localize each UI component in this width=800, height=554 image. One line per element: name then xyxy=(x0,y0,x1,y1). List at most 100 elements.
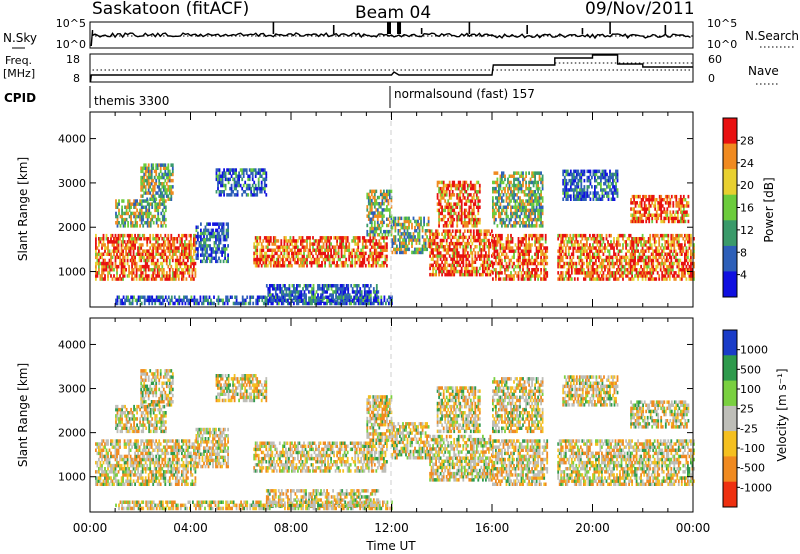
heatmap-cell xyxy=(496,183,499,188)
heatmap-cell xyxy=(590,258,593,263)
heatmap-cell xyxy=(642,213,644,217)
heatmap-cell xyxy=(164,178,167,183)
heatmap-cell xyxy=(529,202,532,206)
heatmap-cell xyxy=(361,260,364,265)
heatmap-cell xyxy=(256,254,259,259)
heatmap-cell xyxy=(634,201,637,205)
heatmap-cell xyxy=(146,243,149,247)
heatmap-cell xyxy=(366,233,369,237)
heatmap-cell xyxy=(523,252,526,256)
heatmap-cell xyxy=(445,202,448,206)
heatmap-cell xyxy=(376,226,379,231)
heatmap-cell xyxy=(408,235,410,239)
heatmap-cell xyxy=(400,250,403,255)
heatmap-cell xyxy=(345,239,348,243)
heatmap-cell xyxy=(158,202,161,206)
heatmap-cell xyxy=(381,217,384,221)
heatmap-cell xyxy=(318,245,320,249)
heatmap-cell xyxy=(115,202,117,206)
heatmap-cell xyxy=(147,237,150,241)
heatmap-cell xyxy=(534,237,536,241)
heatmap-cell xyxy=(113,274,115,278)
heatmap-cell xyxy=(501,190,503,194)
heatmap-cell xyxy=(125,249,127,253)
heatmap-cell xyxy=(590,255,593,260)
heatmap-cell xyxy=(139,202,141,206)
heatmap-cell xyxy=(212,256,214,260)
heatmap-cell xyxy=(335,290,337,294)
heatmap-cell xyxy=(171,185,174,189)
heatmap-cell xyxy=(319,245,322,249)
heatmap-cell xyxy=(161,271,164,275)
heatmap-cell xyxy=(652,249,655,253)
heatmap-cell xyxy=(647,237,650,241)
heatmap-cell xyxy=(400,222,403,227)
heatmap-cell xyxy=(135,261,138,266)
heatmap-cell xyxy=(575,264,578,269)
heatmap-cell xyxy=(409,235,412,239)
heatmap-cell xyxy=(216,222,219,226)
heatmap-cell xyxy=(495,255,497,260)
heatmap-cell xyxy=(477,205,480,209)
heatmap-cell xyxy=(391,241,394,245)
heatmap-cell xyxy=(348,242,351,246)
heatmap-cell xyxy=(321,264,323,268)
heatmap-cell xyxy=(685,249,688,253)
heatmap-cell xyxy=(633,207,635,211)
heatmap-cell xyxy=(444,199,447,203)
heatmap-cell xyxy=(329,284,331,288)
heatmap-cell xyxy=(376,245,379,249)
heatmap-cell xyxy=(149,268,152,272)
heatmap-cell xyxy=(558,233,561,238)
heatmap-cell xyxy=(96,252,99,256)
heatmap-cell xyxy=(690,237,692,241)
heatmap-cell xyxy=(469,205,472,209)
heatmap-cell xyxy=(122,264,124,269)
heatmap-cell xyxy=(275,257,278,262)
heatmap-cell xyxy=(373,189,376,194)
heatmap-cell xyxy=(502,193,505,197)
heatmap-cell xyxy=(131,258,133,263)
heatmap-cell xyxy=(262,260,265,265)
heatmap-cell xyxy=(135,240,138,244)
heatmap-cell xyxy=(99,237,102,241)
heatmap-cell xyxy=(644,261,647,266)
heatmap-cell xyxy=(101,237,103,241)
heatmap-cell xyxy=(359,296,362,300)
heatmap-cell xyxy=(643,240,646,244)
heatmap-cell xyxy=(268,284,271,288)
heatmap-cell xyxy=(590,237,593,241)
heatmap-cell xyxy=(244,190,247,194)
heatmap-cell xyxy=(579,255,582,260)
heatmap-cell xyxy=(541,199,544,203)
heatmap-cell xyxy=(164,224,167,228)
heatmap-cell xyxy=(236,180,239,185)
heatmap-cell xyxy=(684,252,686,256)
heatmap-cell xyxy=(454,229,457,233)
heatmap-cell xyxy=(493,261,496,266)
heatmap-cell xyxy=(445,238,448,243)
heatmap-cell xyxy=(453,263,456,268)
heatmap-cell xyxy=(535,171,538,175)
heatmap-cell xyxy=(331,257,334,262)
heatmap-cell xyxy=(122,237,124,241)
heatmap-cell xyxy=(637,274,639,278)
heatmap-cell xyxy=(262,171,265,175)
heatmap-cell xyxy=(441,238,443,243)
heatmap-cell xyxy=(126,258,129,263)
heatmap-cell xyxy=(402,222,404,227)
heatmap-cell xyxy=(513,274,515,278)
heatmap-cell xyxy=(193,252,195,256)
heatmap-cell xyxy=(280,287,283,291)
heatmap-cell xyxy=(532,261,535,266)
heatmap-cell xyxy=(532,274,535,278)
heatmap-cell xyxy=(203,253,205,257)
heatmap-cell xyxy=(330,251,332,256)
heatmap-cell xyxy=(617,243,620,247)
heatmap-cell xyxy=(587,271,590,275)
heatmap-cell xyxy=(492,264,494,269)
heatmap-cell xyxy=(375,287,378,291)
heatmap-cell xyxy=(435,260,437,264)
heatmap-cell xyxy=(155,277,158,281)
heatmap-cell xyxy=(432,263,434,268)
